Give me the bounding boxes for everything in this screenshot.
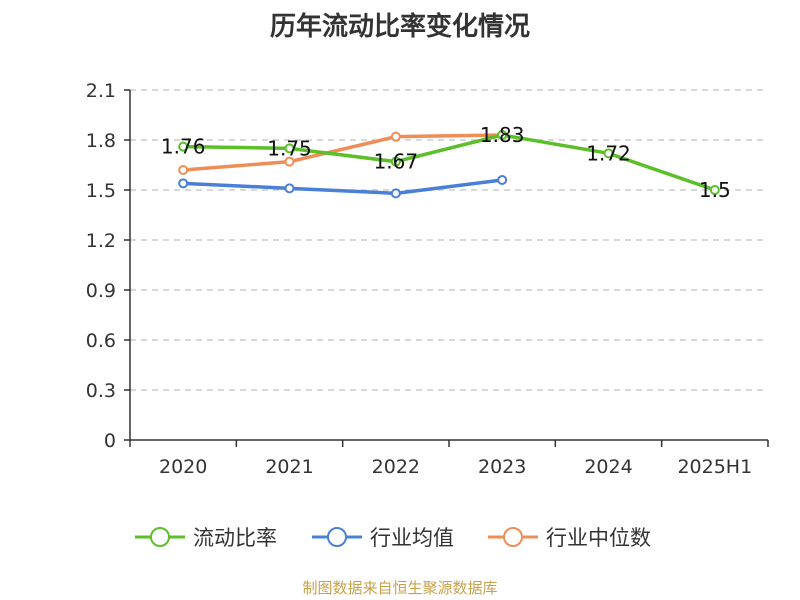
y-tick-label: 2.1 [86, 80, 116, 102]
legend-label: 行业均值 [370, 526, 454, 550]
legend[interactable]: 流动比率 行业均值 行业中位数 [135, 526, 651, 550]
axes: 0 0.3 0.6 0.9 1.2 1.5 1.8 2.1 2020 2021 2022 2023 20… [86, 80, 769, 478]
data-point[interactable] [497, 175, 508, 185]
y-tick-label: 1.8 [86, 130, 116, 152]
legend-item-1[interactable]: 行业均值 [312, 526, 454, 550]
legend-label: 行业中位数 [546, 526, 651, 550]
legend-swatch-marker [150, 527, 170, 547]
data-point[interactable] [603, 148, 614, 159]
data-point[interactable] [178, 178, 189, 189]
data-point[interactable] [497, 130, 508, 140]
series-1 [178, 175, 508, 199]
x-tick-label: 2023 [478, 456, 526, 478]
legend-item-2[interactable]: 行业中位数 [488, 526, 651, 550]
legend-label: 流动比率 [193, 526, 277, 550]
x-tick-label: 2024 [584, 456, 632, 478]
data-label: 1.72 [586, 141, 631, 165]
data-label: 1.67 [374, 150, 419, 174]
legend-swatch-marker [327, 527, 347, 547]
data-label: 1.5 [699, 178, 731, 202]
data-point[interactable] [390, 131, 401, 142]
y-tick-label: 0 [104, 430, 116, 452]
data-point[interactable] [390, 156, 401, 167]
data-point[interactable] [178, 141, 189, 152]
data-label: 1.76 [161, 135, 206, 159]
grid-lines [130, 89, 768, 391]
data-point[interactable] [284, 156, 295, 167]
series-2 [178, 130, 508, 175]
series-line [183, 133, 716, 192]
series-0 [178, 130, 720, 195]
y-tick-label: 1.5 [86, 180, 116, 202]
series-line [183, 133, 503, 172]
y-tick-label: 0.9 [86, 280, 116, 302]
data-labels: 1.76 1.75 1.67 1.83 1.72 1.5 [161, 123, 731, 202]
data-label: 1.75 [267, 136, 312, 160]
series-line [183, 178, 503, 196]
chart-title: 历年流动比率变化情况 [269, 12, 530, 42]
data-point[interactable] [709, 185, 720, 195]
data-point[interactable] [178, 165, 189, 175]
x-tick-label: 2025H1 [677, 456, 752, 478]
data-point[interactable] [284, 143, 295, 154]
footer-source: 制图数据来自恒生聚源数据库 [302, 579, 498, 597]
data-point[interactable] [284, 183, 295, 194]
data-point[interactable] [390, 188, 401, 199]
series-group [178, 130, 720, 199]
y-tick-label: 0.3 [86, 380, 116, 402]
x-tick-label: 2021 [265, 456, 313, 478]
legend-swatch-marker [503, 527, 523, 547]
legend-item-0[interactable]: 流动比率 [135, 526, 277, 550]
x-tick-label: 2020 [159, 456, 207, 478]
y-tick-label: 1.2 [86, 230, 116, 252]
y-tick-label: 0.6 [86, 330, 116, 352]
data-label: 1.83 [480, 123, 525, 147]
x-tick-label: 2022 [372, 456, 420, 478]
